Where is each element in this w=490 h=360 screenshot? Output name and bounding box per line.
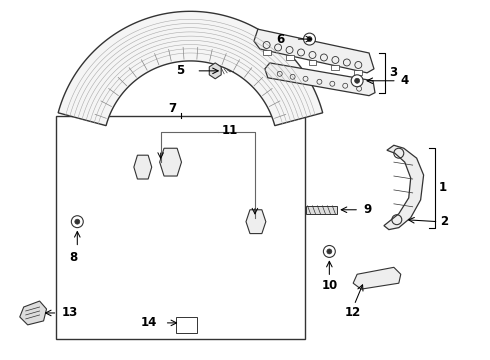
Bar — [306, 206, 337, 214]
Bar — [309, 60, 317, 65]
Polygon shape — [209, 63, 221, 79]
Polygon shape — [353, 267, 401, 289]
Bar — [286, 55, 294, 60]
Polygon shape — [58, 11, 323, 126]
Polygon shape — [20, 301, 47, 325]
Bar — [354, 70, 362, 75]
Bar — [331, 65, 340, 70]
Circle shape — [75, 219, 80, 224]
Bar — [56, 116, 305, 339]
Text: 14: 14 — [141, 316, 157, 329]
Polygon shape — [384, 145, 424, 230]
Circle shape — [303, 33, 316, 45]
Bar — [263, 50, 270, 55]
Circle shape — [327, 249, 332, 254]
Text: 2: 2 — [441, 215, 449, 228]
Text: 10: 10 — [321, 279, 338, 292]
Bar — [175, 317, 197, 333]
Text: 12: 12 — [344, 306, 361, 319]
Text: 9: 9 — [363, 203, 371, 216]
Text: 13: 13 — [61, 306, 78, 319]
Circle shape — [355, 78, 360, 83]
Polygon shape — [134, 155, 152, 179]
Text: 5: 5 — [176, 64, 185, 77]
Text: 4: 4 — [401, 74, 409, 87]
Polygon shape — [265, 63, 375, 96]
Text: 11: 11 — [222, 124, 239, 137]
Circle shape — [307, 37, 312, 41]
Polygon shape — [246, 210, 266, 234]
Text: 7: 7 — [169, 102, 177, 115]
Polygon shape — [160, 148, 181, 176]
Circle shape — [323, 246, 335, 257]
Text: 8: 8 — [70, 251, 77, 264]
Circle shape — [351, 75, 363, 87]
Text: 3: 3 — [389, 66, 397, 79]
Text: 6: 6 — [276, 33, 284, 46]
Text: 1: 1 — [439, 181, 446, 194]
Circle shape — [72, 216, 83, 228]
Polygon shape — [254, 29, 374, 73]
